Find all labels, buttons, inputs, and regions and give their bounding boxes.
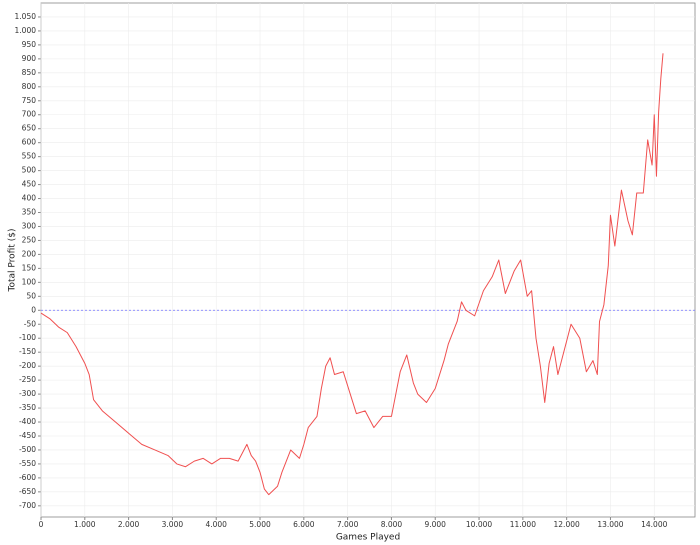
y-tick-label: -100 — [19, 333, 36, 342]
x-tick-label: 2.000 — [118, 520, 140, 529]
x-tick-label: 12.000 — [554, 520, 580, 529]
y-tick-label: 500 — [22, 166, 37, 175]
y-tick-label: 150 — [22, 263, 37, 272]
x-tick-label: 1.000 — [74, 520, 96, 529]
x-tick-label: 7.000 — [337, 520, 359, 529]
y-axis-title: Total Profit ($) — [8, 229, 18, 293]
y-tick-label: -200 — [19, 361, 36, 370]
y-tick-label: 450 — [22, 180, 37, 189]
y-tick-label: 750 — [22, 96, 37, 105]
plot-area — [40, 2, 696, 518]
y-tick-label: 200 — [22, 249, 37, 258]
x-tick-label: 13.000 — [597, 520, 623, 529]
y-tick-label: 1.050 — [15, 12, 37, 21]
y-tick-label: 300 — [22, 221, 37, 230]
y-tick-label: -50 — [24, 319, 36, 328]
y-tick-label: -600 — [19, 473, 36, 482]
x-tick-label: 3.000 — [162, 520, 184, 529]
y-tick-label: -250 — [19, 375, 36, 384]
x-tick-label: 0 — [39, 520, 44, 529]
y-tick-label: 650 — [22, 124, 37, 133]
x-tick-label: 9.000 — [424, 520, 446, 529]
y-tick-label: 0 — [31, 305, 36, 314]
profit-line — [40, 53, 664, 496]
x-axis-title: Games Played — [336, 533, 400, 543]
y-tick-label: -700 — [19, 501, 36, 510]
x-tick-label: 4.000 — [205, 520, 227, 529]
y-tick-label: 50 — [26, 291, 36, 300]
y-tick-label: -150 — [19, 347, 36, 356]
y-tick-label: 550 — [22, 152, 37, 161]
y-tick-label: -500 — [19, 445, 36, 454]
y-tick-label: 900 — [22, 54, 37, 63]
y-tick-label: -400 — [19, 417, 36, 426]
y-tick-label: 100 — [22, 277, 37, 286]
x-tick-label: 10.000 — [466, 520, 492, 529]
y-tick-label: 950 — [22, 40, 37, 49]
y-tick-label: -450 — [19, 431, 36, 440]
y-tick-label: 700 — [22, 110, 37, 119]
y-tick-label: -350 — [19, 403, 36, 412]
y-tick-label: 350 — [22, 208, 37, 217]
y-tick-label: 600 — [22, 138, 37, 147]
y-tick-label: -650 — [19, 487, 36, 496]
y-tick-label: 400 — [22, 194, 37, 203]
x-tick-label: 5.000 — [249, 520, 271, 529]
x-tick-label: 14.000 — [641, 520, 667, 529]
x-tick-label: 11.000 — [510, 520, 536, 529]
x-tick-label: 6.000 — [293, 520, 315, 529]
x-tick-label: 8.000 — [381, 520, 403, 529]
y-tick-label: 800 — [22, 82, 37, 91]
y-tick-label: 1.000 — [15, 26, 37, 35]
y-tick-label: -300 — [19, 389, 36, 398]
y-tick-label: 250 — [22, 235, 37, 244]
y-tick-label: -550 — [19, 459, 36, 468]
y-tick-label: 850 — [22, 68, 37, 77]
